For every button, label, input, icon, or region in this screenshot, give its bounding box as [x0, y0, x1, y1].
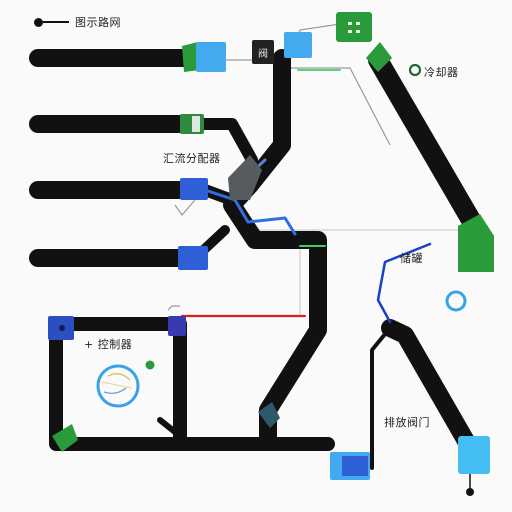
teal-node-trunk: [258, 402, 280, 428]
nodes: 阀: [48, 12, 494, 496]
legend-line-icon: [43, 21, 69, 23]
cyan-node-top: [284, 32, 312, 58]
green-dot-icon: [145, 360, 155, 370]
green-node-row-1: [182, 42, 200, 72]
blue-node-box-top-right: [168, 316, 186, 336]
blue-node-bottom: [342, 456, 368, 476]
colored-lines: [180, 69, 432, 324]
pipe-right-lower: [381, 319, 479, 457]
guide-line-left: [174, 199, 196, 216]
blue-line-mid: [203, 188, 297, 236]
label-mid-right: 储罐: [400, 252, 423, 265]
green-node-row-2-inner: [192, 116, 200, 132]
label-top-right: 冷却器: [424, 66, 459, 79]
cyan-ring-node: [445, 290, 467, 312]
blue-line-right: [376, 242, 432, 324]
blue-node-box-top-left-dot: [59, 325, 65, 331]
legend: 图示路网: [34, 14, 121, 30]
guide-line-top: [290, 67, 391, 146]
guide-line-box: [167, 305, 180, 311]
cyan-node-bottom-right: [458, 436, 490, 474]
green-node-top-right-marks: [348, 22, 360, 33]
green-node-top-right: [336, 12, 372, 42]
label-bottom-right: 排放阀门: [384, 416, 430, 429]
pipe-box-bottom: [49, 317, 335, 451]
label-left-box: + 控制器: [84, 338, 133, 351]
blue-node-row-4: [178, 246, 208, 270]
blue-node-row-3: [180, 178, 208, 200]
drain-knob-icon: [466, 488, 474, 496]
gray-node-top: [252, 40, 274, 64]
label-mid-left: 汇流分配器: [163, 152, 221, 165]
cyan-node-row-1: [196, 42, 226, 72]
green-node-box-bottom-left: [52, 424, 78, 452]
legend-label: 图示路网: [75, 16, 121, 29]
green-ring-icon: [408, 63, 422, 77]
pipe-box-corner: [157, 417, 188, 443]
pipe-diagonal: [368, 50, 488, 242]
pipe-right-thin: [370, 326, 392, 470]
gauge-icon: [96, 364, 140, 408]
green-tank-node: [458, 214, 494, 272]
legend-dot-icon: [34, 17, 43, 27]
gray-node-top-text: 阀: [258, 47, 268, 60]
green-node-diagonal-top: [366, 42, 392, 72]
gray-valve-node: [228, 155, 262, 200]
